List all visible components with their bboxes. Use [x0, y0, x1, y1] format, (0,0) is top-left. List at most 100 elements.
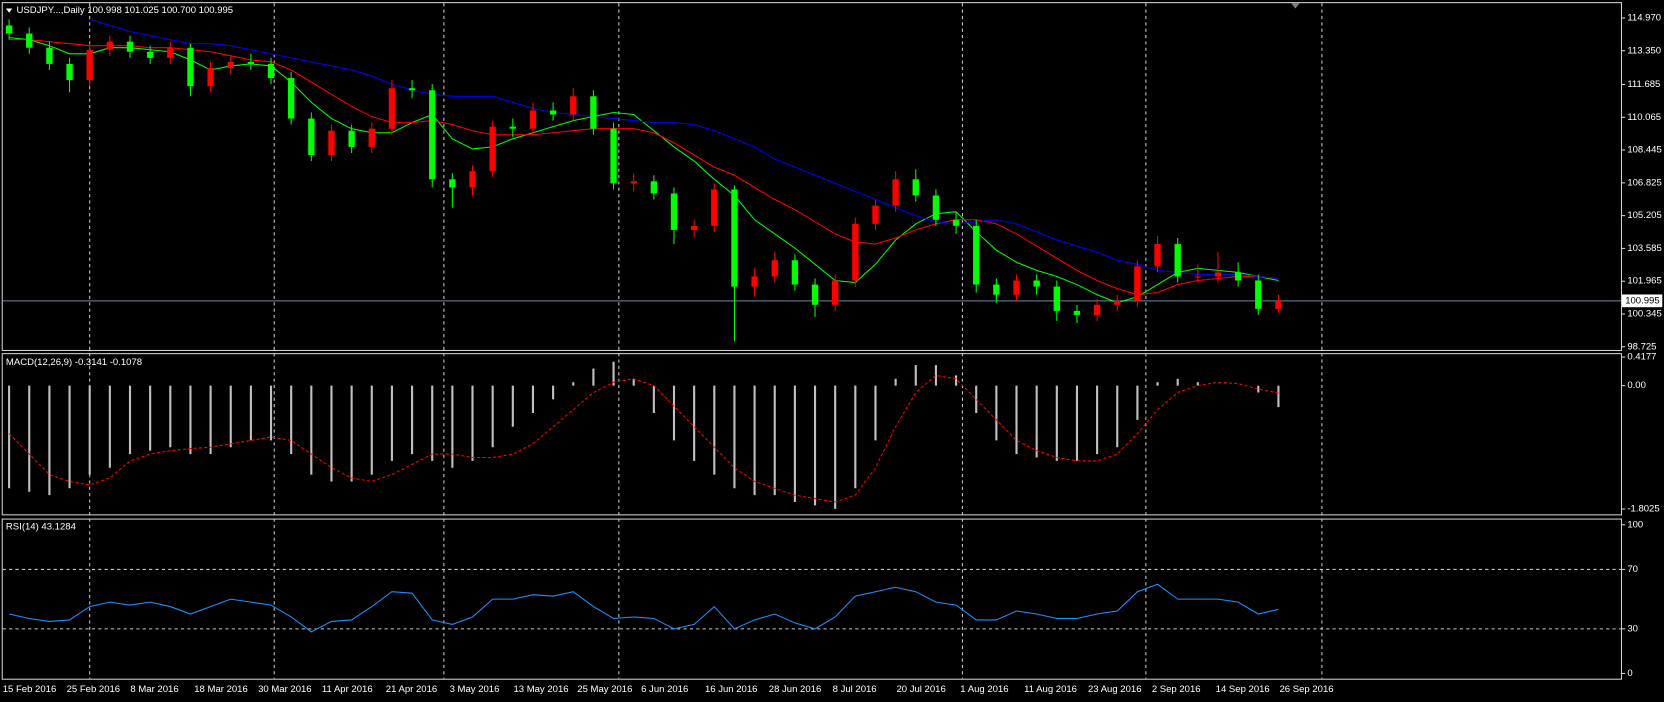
- y-tick-label: 70: [1627, 564, 1638, 575]
- y-tick-label: 111.685: [1627, 79, 1660, 90]
- candle-body: [106, 41, 114, 50]
- candle-body: [731, 189, 738, 287]
- y-tick-label: 0.00: [1627, 380, 1646, 391]
- candle-body: [308, 118, 315, 156]
- rsi-pane: [1, 518, 1623, 680]
- y-tick-label: 0: [1627, 668, 1632, 679]
- macd-title: MACD(12,26,9) -0.3141 -0.1078: [6, 357, 142, 368]
- candle-body: [368, 128, 375, 147]
- x-tick-label: 13 May 2016: [513, 684, 568, 695]
- candle-body: [832, 280, 839, 305]
- candle-body: [852, 223, 859, 281]
- signal-line: [8, 374, 1279, 503]
- current-price-label: 100.995: [1625, 295, 1659, 306]
- candle-body: [892, 179, 899, 206]
- candle-body: [1013, 280, 1020, 295]
- main-title: USDJPY...,Daily 100.998 101.025 100.700 …: [17, 5, 234, 16]
- rsi-line: [8, 583, 1279, 633]
- candle-body: [388, 88, 396, 129]
- y-tick-label: 30: [1627, 623, 1638, 634]
- y-tick-label: 114.970: [1627, 12, 1661, 23]
- candle-body: [126, 41, 134, 52]
- candle-body: [570, 96, 577, 115]
- candle-body: [449, 179, 456, 188]
- candle-body: [26, 33, 33, 48]
- candle-body: [973, 225, 980, 285]
- candle-body: [489, 126, 496, 172]
- rsi-title: RSI(14) 43.1284: [6, 522, 77, 533]
- moving-average: [9, 37, 1279, 304]
- x-tick-label: 3 May 2016: [450, 684, 500, 695]
- period-separators: [89, 3, 1323, 679]
- x-tick-label: 14 Sep 2016: [1216, 684, 1270, 695]
- x-tick-label: 11 Aug 2016: [1024, 684, 1077, 695]
- moving-average: [89, 18, 1279, 280]
- candle-body: [348, 130, 355, 147]
- pane-borders: [1, 2, 1623, 680]
- candle-body: [1174, 244, 1181, 277]
- candle-body: [408, 88, 416, 91]
- current-price-box: [1622, 294, 1663, 308]
- candle-body: [66, 63, 73, 81]
- x-tick-label: 11 Apr 2016: [322, 684, 373, 695]
- y-tick-label: 98.725: [1627, 341, 1656, 352]
- candle-body: [1093, 304, 1101, 315]
- y-tick-label: -1.8025: [1627, 504, 1659, 515]
- candle-body: [288, 78, 295, 119]
- candle-body: [328, 130, 335, 156]
- candle-body: [1214, 272, 1222, 277]
- y-tick-label: 0.4177: [1627, 352, 1656, 363]
- candle-body: [711, 189, 718, 226]
- x-tick-label: 2 Sep 2016: [1152, 684, 1201, 695]
- y-tick-label: 103.585: [1627, 243, 1661, 254]
- shift-marker: [1291, 3, 1300, 9]
- candle-body: [912, 179, 919, 196]
- x-tick-label: 6 Jun 2016: [641, 684, 688, 695]
- candle-body: [247, 61, 255, 64]
- candle-body: [690, 225, 698, 230]
- x-tick-label: 21 Apr 2016: [386, 684, 437, 695]
- candle-body: [469, 171, 476, 188]
- candle-body: [1134, 266, 1141, 301]
- moving-average: [9, 39, 1279, 296]
- candle-body: [1154, 244, 1161, 267]
- y-tick-label: 113.350: [1627, 45, 1661, 56]
- candle-body: [811, 284, 819, 305]
- main-pane: [1, 2, 1623, 351]
- x-tick-label: 8 Mar 2016: [130, 684, 178, 695]
- candle-body: [1275, 300, 1282, 309]
- candle-body: [1033, 280, 1040, 287]
- menu-arrow[interactable]: [5, 8, 13, 13]
- x-tick-label: 20 Jul 2016: [896, 684, 945, 695]
- x-tick-label: 28 Jun 2016: [769, 684, 821, 695]
- y-tick-label: 100: [1627, 519, 1643, 530]
- y-tick-label: 101.965: [1627, 276, 1661, 287]
- candle-body: [771, 260, 778, 277]
- candle-body: [1234, 272, 1242, 281]
- candle-body: [993, 284, 1000, 295]
- candle-body: [267, 63, 275, 79]
- candle-body: [952, 219, 960, 226]
- candle-body: [187, 47, 194, 87]
- candle-body: [207, 67, 214, 87]
- y-tick-label: 105.205: [1627, 210, 1661, 221]
- macd-pane: [1, 353, 1623, 516]
- candle-body: [46, 47, 53, 64]
- candle-body: [590, 96, 597, 129]
- candle-body: [610, 128, 617, 184]
- candle-body: [86, 49, 93, 81]
- x-tick-label: 25 Feb 2016: [67, 684, 121, 695]
- candle-body: [872, 205, 879, 224]
- x-tick-label: 30 Mar 2016: [258, 684, 312, 695]
- candle-body: [167, 47, 174, 58]
- candle-body: [227, 61, 234, 68]
- candle-body: [1073, 310, 1081, 315]
- candle-body: [529, 110, 537, 129]
- candle-body: [751, 276, 758, 287]
- candle-body: [1255, 280, 1262, 309]
- candle-body: [1194, 276, 1202, 278]
- y-tick-label: 110.065: [1627, 112, 1661, 123]
- candle-body: [429, 90, 436, 180]
